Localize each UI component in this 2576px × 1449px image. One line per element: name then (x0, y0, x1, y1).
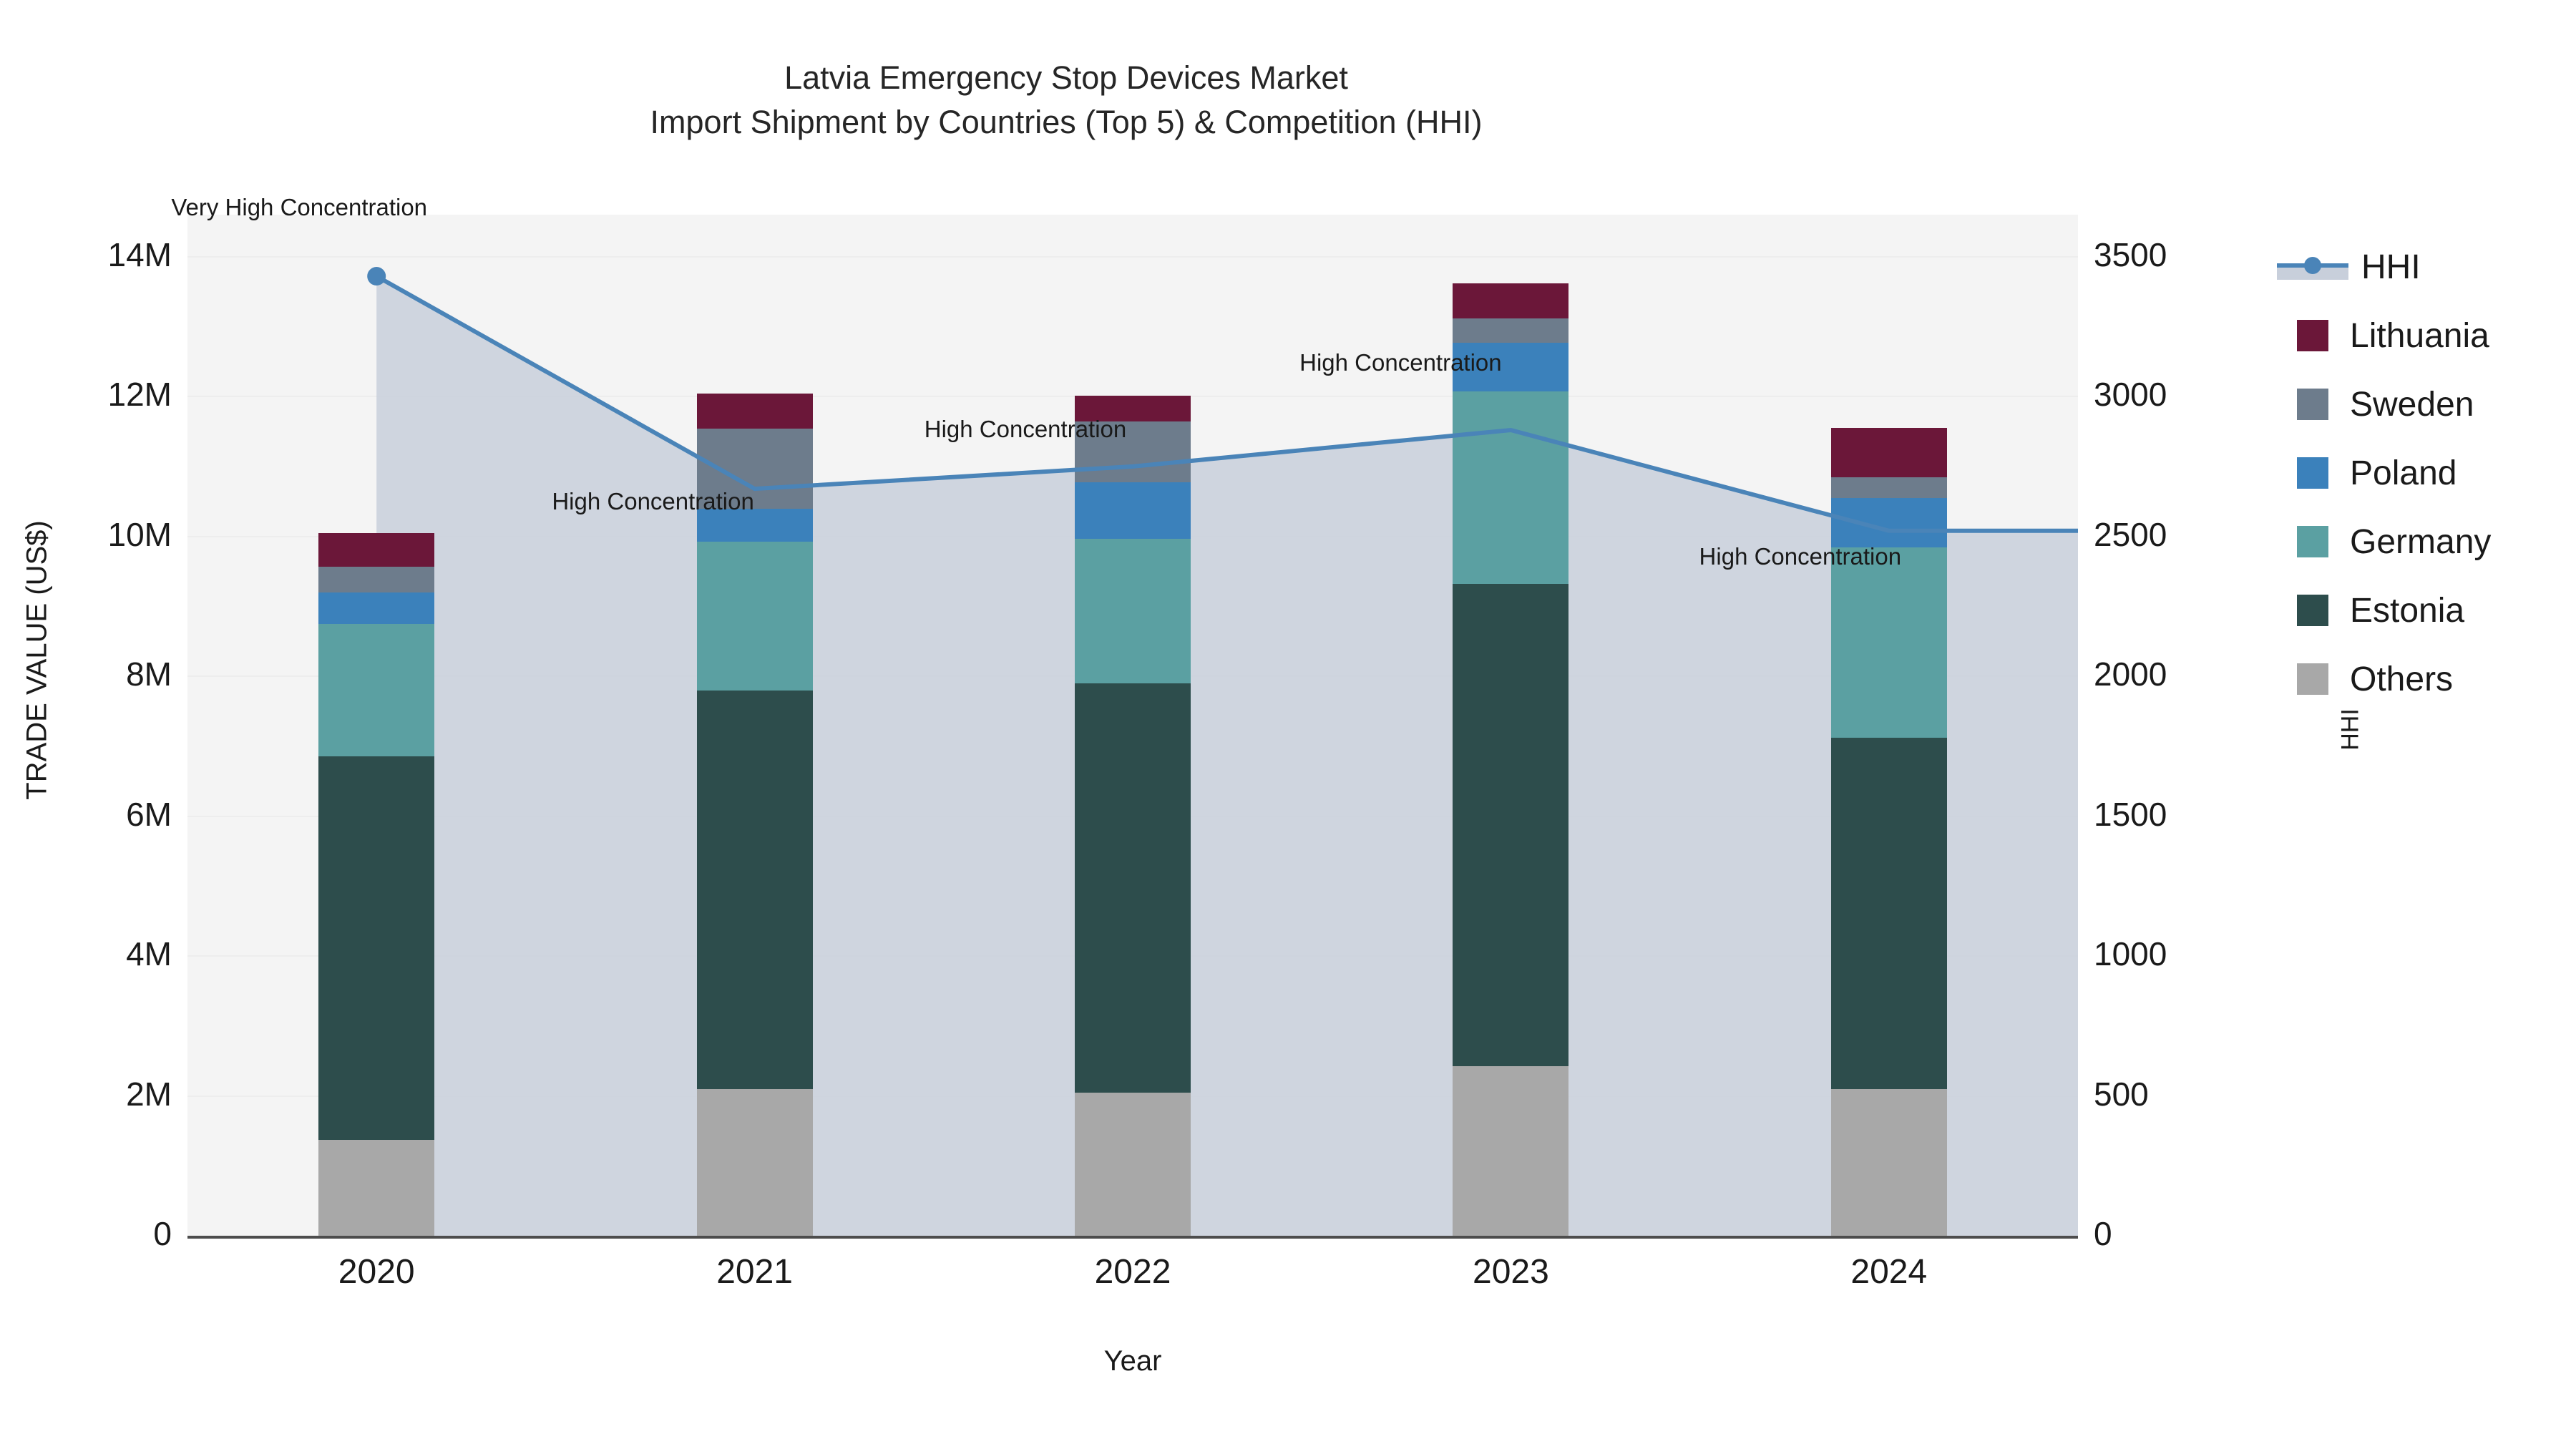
chart-title-line-2: Import Shipment by Countries (Top 5) & C… (650, 104, 1483, 140)
bar-segment-lithuania-2021[interactable] (696, 394, 813, 429)
bar-segment-poland-2020[interactable] (318, 592, 435, 624)
bar-segment-estonia-2020[interactable] (318, 756, 435, 1141)
bar-segment-germany-2021[interactable] (696, 542, 813, 691)
legend-item-estonia[interactable]: Estonia (2277, 576, 2576, 645)
y-tick-right-3500: 3500 (2094, 235, 2167, 273)
hhi-line-svg[interactable] (187, 215, 2078, 1236)
bar-segment-poland-2024[interactable] (1830, 497, 1947, 548)
annotation-2022: High Concentration (924, 415, 1127, 442)
bar-segment-estonia-2021[interactable] (696, 690, 813, 1089)
legend-label: Germany (2350, 522, 2492, 561)
legend-label: Others (2350, 660, 2454, 698)
y-tick-left-12M: 12M (107, 376, 172, 414)
bar-segment-sweden-2024[interactable] (1830, 477, 1947, 498)
gridline-secondary (187, 255, 2078, 258)
annotation-2023: High Concentration (1299, 349, 1502, 376)
bar-segment-sweden-2022[interactable] (1075, 421, 1191, 483)
x-tick-2022: 2022 (1094, 1253, 1171, 1291)
bar-segment-germany-2020[interactable] (318, 623, 435, 757)
bar-segment-lithuania-2024[interactable] (1830, 428, 1947, 477)
chart-title: Latvia Emergency Stop Devices Market Imp… (0, 56, 2132, 145)
legend-swatch-icon (2297, 389, 2328, 420)
bar-segment-others-2024[interactable] (1830, 1088, 1947, 1236)
y-tick-left-0: 0 (153, 1215, 172, 1252)
legend-item-poland[interactable]: Poland (2277, 439, 2576, 507)
legend-item-germany[interactable]: Germany (2277, 507, 2576, 576)
y-tick-left-6M: 6M (126, 795, 172, 833)
y-tick-right-2500: 2500 (2094, 515, 2167, 553)
bar-segment-lithuania-2022[interactable] (1075, 396, 1191, 422)
legend-swatch-icon (2297, 526, 2328, 557)
y-tick-left-14M: 14M (107, 235, 172, 273)
x-axis-line (187, 1236, 2078, 1239)
x-axis-title: Year (1103, 1345, 1162, 1377)
y-tick-right-2000: 2000 (2094, 655, 2167, 693)
bar-segment-poland-2021[interactable] (696, 509, 813, 542)
bar-segment-sweden-2020[interactable] (318, 566, 435, 592)
legend-item-lithuania[interactable]: Lithuania (2277, 301, 2576, 370)
y-tick-right-0: 0 (2094, 1215, 2112, 1252)
legend-item-hhi[interactable]: HHI (2277, 233, 2576, 301)
bar-segment-estonia-2023[interactable] (1453, 584, 1569, 1067)
y-tick-right-1000: 1000 (2094, 935, 2167, 973)
y-tick-left-8M: 8M (126, 655, 172, 693)
legend-item-sweden[interactable]: Sweden (2277, 370, 2576, 439)
bar-segment-poland-2023[interactable] (1453, 342, 1569, 392)
legend-swatch-icon (2297, 320, 2328, 351)
legend-label: Poland (2350, 454, 2457, 492)
bar-segment-estonia-2024[interactable] (1830, 738, 1947, 1089)
y-tick-right-500: 500 (2094, 1075, 2149, 1113)
bar-segment-lithuania-2020[interactable] (318, 532, 435, 567)
legend-swatch-icon (2297, 595, 2328, 626)
legend-line-marker-icon (2277, 251, 2348, 283)
x-tick-2020: 2020 (338, 1253, 415, 1291)
y-axis-left-title: TRADE VALUE (US$) (21, 520, 53, 800)
y-tick-left-4M: 4M (126, 935, 172, 973)
annotation-2021: High Concentration (552, 488, 754, 515)
annotation-2024: High Concentration (1699, 542, 1902, 570)
legend-label: Estonia (2350, 591, 2465, 630)
legend-label: Lithuania (2350, 316, 2489, 355)
annotation-2020: Very High Concentration (171, 194, 428, 221)
bar-segment-germany-2022[interactable] (1075, 538, 1191, 683)
bar-segment-poland-2022[interactable] (1075, 482, 1191, 539)
bar-segment-germany-2024[interactable] (1830, 547, 1947, 738)
legend-item-others[interactable]: Others (2277, 645, 2576, 713)
y-tick-right-1500: 1500 (2094, 795, 2167, 833)
bar-segment-germany-2023[interactable] (1453, 391, 1569, 585)
legend: HHI Lithuania Sweden Poland Germany Estonia Ot… (2277, 233, 2576, 713)
bar-segment-others-2022[interactable] (1075, 1092, 1191, 1236)
legend-label: HHI (2361, 248, 2421, 286)
chart-title-line-1: Latvia Emergency Stop Devices Market (784, 59, 1348, 96)
bar-segment-others-2021[interactable] (696, 1088, 813, 1236)
bar-segment-others-2020[interactable] (318, 1140, 435, 1236)
bar-segment-others-2023[interactable] (1453, 1066, 1569, 1236)
legend-label: Sweden (2350, 385, 2474, 424)
bar-segment-sweden-2023[interactable] (1453, 318, 1569, 343)
hhi-marker-2020 (367, 267, 386, 286)
bar-segment-lithuania-2023[interactable] (1453, 283, 1569, 318)
x-tick-2023: 2023 (1473, 1253, 1549, 1291)
legend-swatch-icon (2297, 457, 2328, 489)
x-tick-2021: 2021 (716, 1253, 793, 1291)
legend-swatch-icon (2297, 663, 2328, 695)
y-tick-right-3000: 3000 (2094, 376, 2167, 414)
y-tick-left-10M: 10M (107, 515, 172, 553)
y-tick-left-2M: 2M (126, 1075, 172, 1113)
x-tick-2024: 2024 (1850, 1253, 1928, 1291)
plot-area: Very High Concentration High Concentratio… (171, 194, 2078, 1236)
bar-segment-estonia-2022[interactable] (1075, 683, 1191, 1093)
